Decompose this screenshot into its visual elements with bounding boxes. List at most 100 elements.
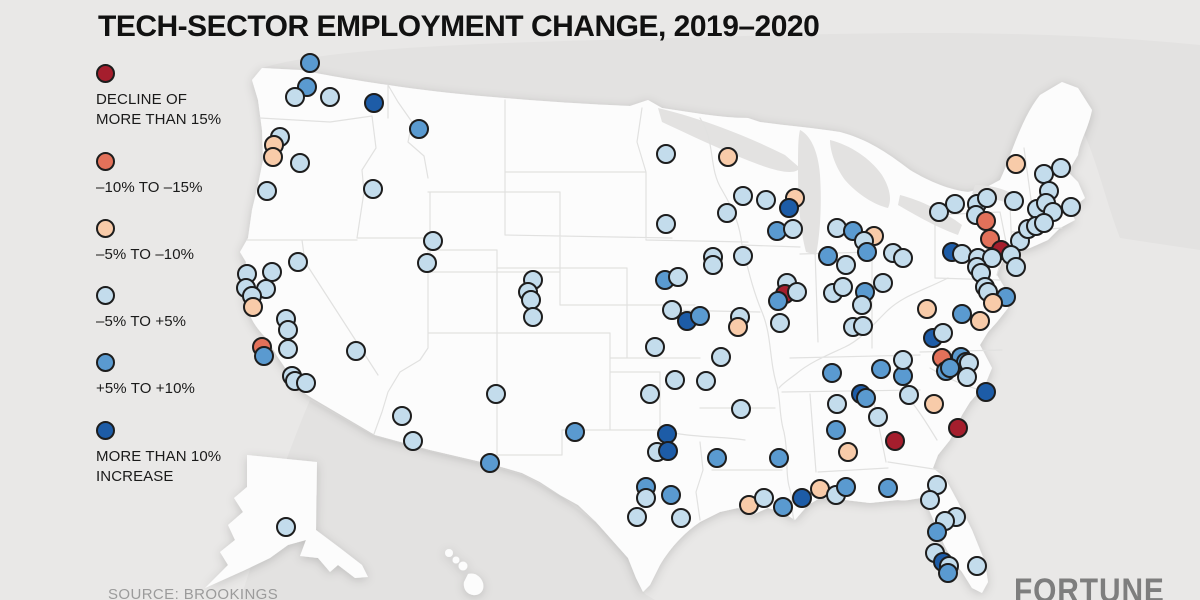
legend-item-2: –10% TO –15% bbox=[96, 151, 246, 198]
legend-label: –5% TO –10% bbox=[96, 245, 195, 263]
metro-dot bbox=[658, 441, 678, 461]
metro-dot bbox=[826, 420, 846, 440]
metro-dot bbox=[285, 87, 305, 107]
lake-superior bbox=[658, 108, 800, 172]
legend-dot-icon bbox=[96, 286, 115, 305]
metro-dot bbox=[920, 490, 940, 510]
metro-dot bbox=[718, 147, 738, 167]
metro-dot bbox=[717, 203, 737, 223]
metro-dot bbox=[707, 448, 727, 468]
hawaii bbox=[445, 549, 484, 596]
legend-item-4: –5% TO +5% bbox=[96, 286, 246, 332]
metro-dot bbox=[565, 422, 585, 442]
metro-dot bbox=[929, 202, 949, 222]
metro-dot bbox=[417, 253, 437, 273]
lake-huron bbox=[830, 140, 890, 208]
metro-dot bbox=[893, 350, 913, 370]
metro-dot bbox=[853, 316, 873, 336]
metro-dot bbox=[278, 339, 298, 359]
metro-dot bbox=[977, 188, 997, 208]
metro-dot bbox=[1006, 154, 1026, 174]
source-credit: SOURCE: BROOKINGS bbox=[108, 586, 279, 600]
metro-dot bbox=[480, 453, 500, 473]
metro-dot bbox=[948, 418, 968, 438]
metro-dot bbox=[486, 384, 506, 404]
metro-dot bbox=[1004, 191, 1024, 211]
metro-dot bbox=[662, 300, 682, 320]
metro-dot bbox=[257, 181, 277, 201]
metro-dot bbox=[952, 304, 972, 324]
metro-dot bbox=[827, 394, 847, 414]
legend-label: –5% TO +5% bbox=[96, 313, 187, 330]
metro-dot bbox=[296, 373, 316, 393]
metro-dot bbox=[856, 388, 876, 408]
metro-dot bbox=[893, 248, 913, 268]
legend-item-1: DECLINE OF MORE THAN 15% bbox=[96, 64, 246, 131]
metro-dot bbox=[868, 407, 888, 427]
metro-dot bbox=[787, 282, 807, 302]
metro-dot bbox=[822, 363, 842, 383]
metro-dot bbox=[1061, 197, 1081, 217]
legend-item-3: –5% TO –10% bbox=[96, 218, 246, 265]
metro-dot bbox=[769, 448, 789, 468]
legend-item-5: +5% TO +10% bbox=[96, 353, 246, 399]
metro-dot bbox=[873, 273, 893, 293]
metro-dot bbox=[423, 231, 443, 251]
legend-dot-icon bbox=[96, 420, 115, 440]
metro-dot bbox=[346, 341, 366, 361]
metro-dot bbox=[671, 508, 691, 528]
metro-dot bbox=[364, 93, 384, 113]
metro-dot bbox=[645, 337, 665, 357]
metro-dot bbox=[833, 277, 853, 297]
metro-dot bbox=[927, 522, 947, 542]
metro-dot bbox=[290, 153, 310, 173]
metro-dot bbox=[728, 317, 748, 337]
legend-label: +5% TO +10% bbox=[96, 380, 195, 398]
metro-dot bbox=[976, 211, 996, 231]
metro-dot bbox=[836, 477, 856, 497]
legend-label: DECLINE OF MORE THAN 15% bbox=[96, 91, 222, 129]
legend-dot-icon bbox=[96, 151, 115, 171]
metro-dot bbox=[656, 144, 676, 164]
dots-layer bbox=[236, 53, 1081, 583]
metro-dot bbox=[703, 255, 723, 275]
metro-dot bbox=[276, 517, 296, 537]
metro-dot bbox=[770, 313, 790, 333]
metro-dot bbox=[733, 246, 753, 266]
metro-dot bbox=[970, 311, 990, 331]
metro-dot bbox=[690, 306, 710, 326]
legend-dot-icon bbox=[96, 218, 115, 238]
lake-michigan bbox=[798, 130, 821, 255]
metro-dot bbox=[657, 424, 677, 444]
metro-dot bbox=[783, 219, 803, 239]
legend-label: –10% TO –15% bbox=[96, 178, 203, 196]
metro-dot bbox=[1034, 164, 1054, 184]
great-lakes bbox=[658, 108, 1015, 255]
legend-label: MORE THAN 10% INCREASE bbox=[96, 447, 222, 485]
metro-dot bbox=[779, 198, 799, 218]
metro-dot bbox=[636, 488, 656, 508]
metro-dot bbox=[945, 194, 965, 214]
metro-dot bbox=[827, 218, 847, 238]
metro-dot bbox=[711, 347, 731, 367]
metro-dot bbox=[917, 299, 937, 319]
metro-dot bbox=[838, 442, 858, 462]
metro-dot bbox=[773, 497, 793, 517]
metro-dot bbox=[983, 293, 1003, 313]
metro-dot bbox=[768, 291, 788, 311]
metro-dot bbox=[1051, 158, 1071, 178]
metro-dot bbox=[363, 179, 383, 199]
metro-dot bbox=[243, 297, 263, 317]
metro-dot bbox=[899, 385, 919, 405]
metro-dot bbox=[288, 252, 308, 272]
fortune-logo: FORTUNE bbox=[1014, 572, 1165, 600]
metro-dot bbox=[852, 295, 872, 315]
metro-dot bbox=[627, 507, 647, 527]
metro-dot bbox=[403, 431, 423, 451]
metro-dot bbox=[1034, 213, 1054, 233]
metro-dot bbox=[254, 346, 274, 366]
metro-dot bbox=[731, 399, 751, 419]
metro-dot bbox=[933, 323, 953, 343]
